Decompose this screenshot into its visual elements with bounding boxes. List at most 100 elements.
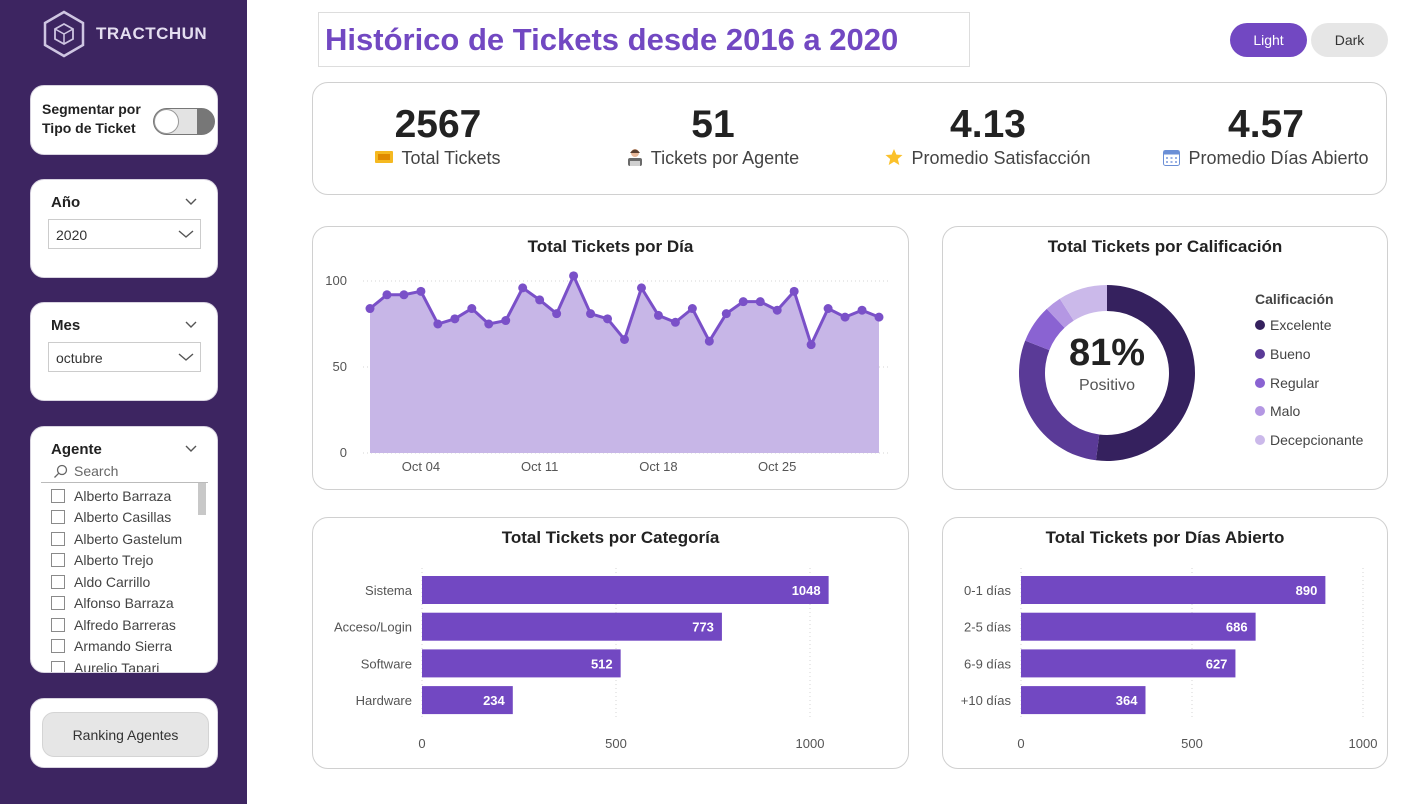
- agent-checkbox[interactable]: [51, 617, 65, 632]
- chart-title: Total Tickets por Días Abierto: [1045, 528, 1285, 547]
- data-point[interactable]: [789, 286, 799, 296]
- theme-dark-button[interactable]: Dark: [1311, 23, 1388, 57]
- agent-list-item[interactable]: Alberto Casillas: [51, 507, 201, 529]
- data-point[interactable]: [857, 305, 867, 315]
- donut-slice[interactable]: [1095, 285, 1195, 461]
- segment-toggle-switch[interactable]: [153, 108, 215, 135]
- agent-list-item[interactable]: Alfonso Barraza: [51, 593, 201, 615]
- agent-checkbox[interactable]: [51, 510, 65, 525]
- agent-list: Alberto Barraza Alberto Casillas Alberto G…: [51, 485, 201, 672]
- agent-checkbox[interactable]: [51, 531, 65, 546]
- page-title-box: Histórico de Tickets desde 2016 a 2020: [318, 12, 970, 67]
- data-point[interactable]: [620, 334, 629, 344]
- chevron-down-icon[interactable]: [185, 443, 197, 453]
- data-point[interactable]: [552, 309, 562, 319]
- data-point[interactable]: [653, 310, 663, 320]
- chevron-down-icon[interactable]: [185, 319, 197, 329]
- y-tick-label: 50: [333, 359, 347, 374]
- agent-list-item[interactable]: Alfredo Barreras: [51, 614, 201, 636]
- legend-item[interactable]: Malo: [1255, 397, 1363, 426]
- agent-checkbox[interactable]: [51, 639, 65, 654]
- data-point[interactable]: [670, 317, 680, 327]
- bar[interactable]: [1021, 612, 1256, 641]
- data-point[interactable]: [365, 304, 375, 314]
- data-point[interactable]: [450, 314, 460, 324]
- data-point[interactable]: [603, 314, 613, 324]
- agent-list-item[interactable]: Aldo Carrillo: [51, 571, 201, 593]
- year-dropdown[interactable]: 2020: [48, 219, 201, 249]
- data-point[interactable]: [535, 295, 545, 305]
- agent-checkbox[interactable]: [51, 596, 65, 611]
- bar[interactable]: [1021, 576, 1326, 604]
- y-tick-label: 0: [340, 445, 347, 460]
- bar[interactable]: [422, 576, 829, 604]
- y-tick-label: 100: [325, 273, 347, 288]
- chevron-down-icon[interactable]: [185, 196, 197, 206]
- data-point[interactable]: [467, 304, 477, 314]
- donut-slice[interactable]: [1059, 285, 1107, 321]
- bar[interactable]: [422, 686, 513, 715]
- agent-list-scrollbar[interactable]: [198, 483, 206, 515]
- legend-item[interactable]: Excelente: [1255, 311, 1363, 340]
- data-point[interactable]: [840, 312, 850, 322]
- legend-item[interactable]: Regular: [1255, 368, 1363, 397]
- agent-list-item[interactable]: Alberto Barraza: [51, 485, 201, 507]
- agent-list-item[interactable]: Armando Sierra: [51, 636, 201, 658]
- hexagon-logo-icon: [43, 10, 85, 58]
- legend-item[interactable]: Bueno: [1255, 340, 1363, 369]
- legend-label: Excelente: [1270, 317, 1332, 334]
- data-point[interactable]: [687, 304, 697, 314]
- bar[interactable]: [422, 612, 722, 641]
- data-point[interactable]: [823, 304, 833, 314]
- donut-slice[interactable]: [1025, 308, 1065, 351]
- legend-label: Regular: [1270, 374, 1320, 391]
- theme-light-button[interactable]: Light: [1230, 23, 1307, 57]
- agent-checkbox[interactable]: [51, 553, 65, 568]
- data-point[interactable]: [721, 309, 731, 319]
- data-point[interactable]: [738, 297, 748, 307]
- month-dropdown[interactable]: octubre: [48, 342, 201, 372]
- data-point[interactable]: [874, 312, 884, 322]
- data-point[interactable]: [755, 297, 765, 307]
- agent-checkbox[interactable]: [51, 660, 65, 672]
- data-point[interactable]: [806, 340, 816, 350]
- bar[interactable]: [1021, 686, 1146, 715]
- data-point[interactable]: [518, 283, 528, 293]
- agent-search-input[interactable]: Search: [53, 463, 118, 479]
- data-point[interactable]: [399, 290, 409, 300]
- bar[interactable]: [1021, 649, 1236, 678]
- data-point[interactable]: [484, 319, 494, 329]
- kpi-label: Total Tickets: [401, 148, 501, 168]
- donut-center-value: 81%: [1068, 332, 1146, 374]
- ranking-card: Ranking Agentes: [30, 698, 218, 768]
- legend-label: Malo: [1270, 403, 1301, 420]
- agent-checkbox[interactable]: [51, 574, 65, 589]
- data-point[interactable]: [569, 271, 579, 281]
- donut-slice[interactable]: [1019, 340, 1100, 461]
- agent-checkbox[interactable]: [51, 488, 65, 503]
- agent-name: Alfonso Barraza: [74, 595, 174, 612]
- legend-title: Calificación: [1255, 291, 1334, 307]
- ranking-agents-button[interactable]: Ranking Agentes: [42, 712, 209, 757]
- data-point[interactable]: [382, 290, 392, 300]
- chevron-down-icon: [178, 353, 194, 361]
- data-point[interactable]: [636, 283, 646, 293]
- data-point[interactable]: [501, 316, 511, 326]
- brand-name: TRACTCHUN: [96, 24, 208, 43]
- legend-item[interactable]: Decepcionante: [1255, 426, 1363, 455]
- data-point[interactable]: [416, 286, 426, 296]
- data-point[interactable]: [772, 305, 782, 315]
- agent-list-item[interactable]: Alberto Gastelum: [51, 528, 201, 550]
- agent-list-item[interactable]: Alberto Trejo: [51, 550, 201, 572]
- star-icon: [885, 148, 903, 169]
- data-point[interactable]: [433, 319, 443, 329]
- category-label: Software: [361, 656, 412, 671]
- bar[interactable]: [422, 649, 621, 678]
- kpi-label-row: Total Tickets: [363, 148, 513, 169]
- data-point[interactable]: [586, 309, 596, 319]
- agent-list-item[interactable]: Aurelio Tapari: [51, 657, 201, 672]
- donut-slice[interactable]: [1046, 298, 1074, 328]
- x-tick-label: 1000: [1349, 736, 1378, 751]
- data-point[interactable]: [704, 336, 714, 346]
- kpi-avg-satisfaction: 4.13 Promedio Satisfacción: [873, 83, 1103, 169]
